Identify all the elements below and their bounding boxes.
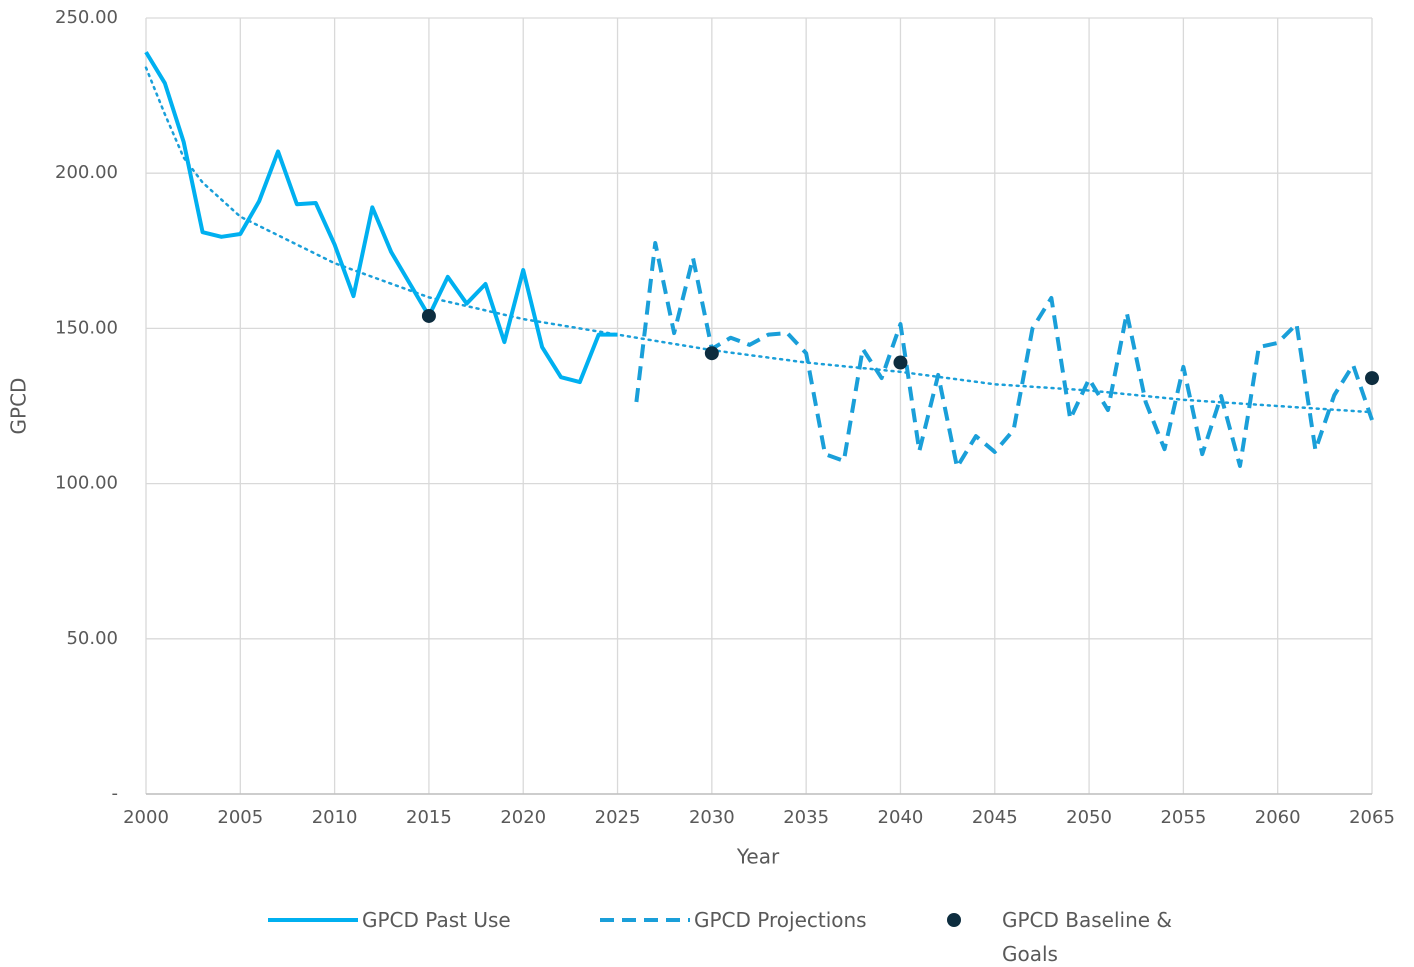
y-tick-label: 100.00 xyxy=(55,473,118,494)
goal-marker xyxy=(1365,371,1379,386)
x-tick-label: 2000 xyxy=(123,807,169,828)
series-line xyxy=(144,51,618,385)
goal-marker xyxy=(893,355,908,370)
x-tick-label: 2015 xyxy=(406,807,452,828)
x-tick-label: 2010 xyxy=(312,807,358,828)
x-tick-label: 2040 xyxy=(878,807,924,828)
x-axis-title: Year xyxy=(736,845,780,869)
x-tick-label: 2060 xyxy=(1255,807,1301,828)
series-line xyxy=(634,241,1374,470)
trendline xyxy=(144,66,1374,414)
x-tick-label: 2055 xyxy=(1160,807,1206,828)
y-tick-label: 150.00 xyxy=(55,317,118,338)
y-axis-title: GPCD xyxy=(7,378,31,435)
goal-marker xyxy=(421,308,436,323)
y-tick-label: 200.00 xyxy=(55,162,118,183)
x-tick-label: 2005 xyxy=(217,807,263,828)
x-tick-label: 2025 xyxy=(595,807,641,828)
y-tick-label: 50.00 xyxy=(66,628,118,649)
x-tick-label: 2045 xyxy=(972,807,1018,828)
legend-label: GPCD Projections xyxy=(694,908,867,932)
legend-swatch xyxy=(947,913,961,927)
y-tick-label: 250.00 xyxy=(55,7,118,28)
legend-label: GPCD Past Use xyxy=(362,908,511,932)
y-tick-label: - xyxy=(112,783,119,804)
x-tick-label: 2020 xyxy=(500,807,546,828)
legend-label: GPCD Baseline & Goals xyxy=(1002,908,1173,966)
x-tick-label: 2050 xyxy=(1066,807,1112,828)
goal-marker xyxy=(704,346,719,361)
x-tick-label: 2030 xyxy=(689,807,735,828)
x-tick-label: 2035 xyxy=(783,807,829,828)
x-tick-label: 2065 xyxy=(1349,807,1395,828)
